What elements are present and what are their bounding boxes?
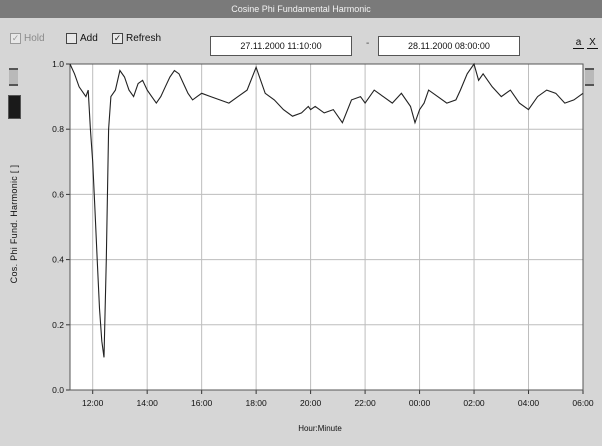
x-tick-label: 20:00	[300, 398, 322, 408]
hold-checkbox[interactable]: ✓ Hold	[10, 33, 45, 44]
y-tick-label: 1.0	[52, 59, 64, 69]
x-axis-label: Hour:Minute	[298, 424, 342, 433]
x-tick-label: 22:00	[354, 398, 376, 408]
add-label: Add	[80, 33, 98, 44]
refresh-checkbox[interactable]: ✓ Refresh	[112, 33, 161, 44]
add-check-icon	[66, 33, 77, 44]
window-title: Cosine Phi Fundamental Harmonic	[231, 4, 371, 14]
x-tick-label: 14:00	[137, 398, 159, 408]
series-line	[69, 62, 584, 358]
plot-frame	[69, 63, 584, 391]
y-tick-label: 0.0	[52, 385, 64, 395]
x-tick-label: 06:00	[572, 398, 594, 408]
right-scale-handle-icon[interactable]	[585, 68, 594, 86]
x-tick-label: 18:00	[245, 398, 267, 408]
refresh-check-icon: ✓	[112, 33, 123, 44]
x-tick-label: 12:00	[82, 398, 104, 408]
hold-label: Hold	[24, 33, 45, 44]
add-checkbox[interactable]: Add	[66, 33, 98, 44]
plot-area	[70, 64, 583, 390]
x-tick-label: 16:00	[191, 398, 213, 408]
y-tick-label: 0.2	[52, 320, 64, 330]
hold-check-icon: ✓	[10, 33, 21, 44]
window-title-bar: Cosine Phi Fundamental Harmonic	[0, 0, 602, 18]
x-tick-label: 04:00	[518, 398, 540, 408]
x-tick-label: 00:00	[409, 398, 431, 408]
y-tick-label: 0.6	[52, 189, 64, 199]
x-tick-label: 02:00	[463, 398, 485, 408]
color-indicator-icon	[8, 95, 21, 119]
close-button[interactable]: X	[587, 37, 598, 49]
y-tick-label: 0.4	[52, 255, 64, 265]
date-range-separator: -	[366, 38, 370, 49]
date-from-field[interactable]: 27.11.2000 11:10:00	[210, 36, 352, 56]
toolbar: ✓ Hold Add ✓ Refresh 27.11.2000 11:10:00…	[0, 24, 602, 56]
zoom-button[interactable]: a	[573, 37, 584, 49]
y-tick-label: 0.8	[52, 124, 64, 134]
refresh-label: Refresh	[126, 33, 162, 44]
left-scale-handle-icon[interactable]	[9, 68, 18, 86]
date-to-field[interactable]: 28.11.2000 08:00:00	[378, 36, 520, 56]
